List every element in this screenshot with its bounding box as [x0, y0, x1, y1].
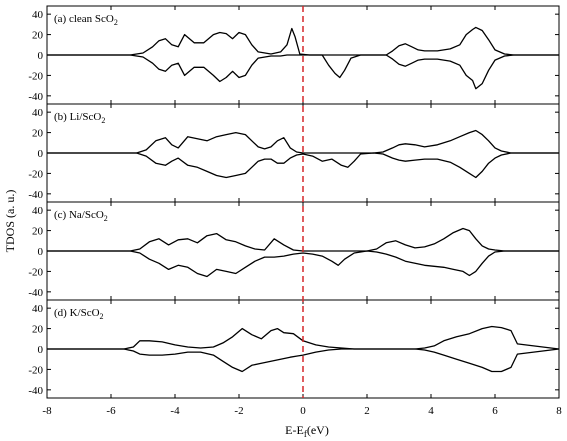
x-tick-label: -8 [42, 405, 52, 417]
x-axis-title-main: E-E [285, 423, 304, 437]
dos-curve-spin-up [47, 129, 559, 154]
y-tick-label: 40 [32, 205, 44, 217]
y-tick-label: 40 [32, 303, 44, 315]
panel-label: (a) clean ScO2 [54, 13, 118, 27]
panel-0: 40 20 0 -20 -40 (a) clean ScO2 [28, 5, 560, 105]
panel-label-sub: 2 [101, 116, 105, 125]
dos-curve-spin-down [47, 250, 559, 278]
panel-2: 40 20 0 -20 -40 (c) Na/ScO2 [28, 201, 560, 301]
dos-curve-spin-down [47, 152, 559, 179]
y-tick-label: 0 [38, 50, 44, 62]
x-axis-title-unit: (eV) [307, 423, 329, 437]
y-tick-label: 0 [38, 344, 44, 356]
y-tick-label: -20 [28, 70, 43, 82]
y-tick-label: 20 [32, 128, 44, 140]
panel-label-sub: 2 [104, 214, 108, 223]
y-tick-label: 40 [32, 9, 44, 21]
panel-label-text: (b) Li/ScO [54, 111, 101, 123]
panel-label-sub: 2 [114, 18, 118, 27]
y-tick-label: -20 [28, 364, 43, 376]
panel-label: (b) Li/ScO2 [54, 111, 105, 125]
x-tick-label: -2 [234, 405, 243, 417]
panel-label-text: (a) clean ScO [54, 13, 114, 25]
x-tick-label: 4 [428, 405, 434, 417]
dos-curve-spin-down [47, 348, 560, 373]
x-tick-label: -6 [106, 405, 116, 417]
x-axis-title-sub: f [304, 429, 307, 439]
y-tick-label: -40 [28, 91, 43, 103]
x-tick-label: -4 [170, 405, 180, 417]
panel-label: (d) K/ScO2 [54, 307, 104, 321]
panel-label: (c) Na/ScO2 [54, 209, 108, 223]
x-tick-label: 0 [300, 405, 306, 417]
y-tick-label: 20 [32, 30, 44, 42]
panel-1: 40 20 0 -20 -40 (b) Li/ScO2 [28, 103, 560, 203]
dos-curve-spin-up [47, 227, 559, 252]
y-tick-label: 40 [32, 107, 44, 119]
y-tick-label: 0 [38, 148, 44, 160]
y-axis-title: TDOS (a. u.) [3, 190, 17, 253]
x-axis-title: E-Ef(eV) [285, 423, 329, 439]
y-tick-label: -40 [28, 385, 43, 397]
x-tick-label: 6 [492, 405, 498, 417]
x-tick-label: 8 [556, 405, 562, 417]
y-tick-label: 20 [32, 324, 44, 336]
panel-label-text: (d) K/ScO [54, 307, 100, 319]
panel-label-text: (c) Na/ScO [54, 209, 104, 221]
y-tick-label: -20 [28, 168, 43, 180]
x-tick-label: 2 [364, 405, 370, 417]
y-tick-label: -40 [28, 287, 43, 299]
dos-curve-spin-down [47, 54, 559, 90]
y-tick-label: -40 [28, 189, 43, 201]
panel-3: 40 20 0 -20 -40 (d) K/ScO2 [28, 299, 560, 399]
dos-curve-spin-up [47, 325, 560, 350]
y-tick-label: -20 [28, 266, 43, 278]
y-tick-label: 20 [32, 226, 44, 238]
panel-label-sub: 2 [100, 312, 104, 321]
y-tick-label: 0 [38, 246, 44, 258]
x-axis-ticks: -8 -6 -4 -2 0 2 4 6 8 [42, 405, 562, 417]
